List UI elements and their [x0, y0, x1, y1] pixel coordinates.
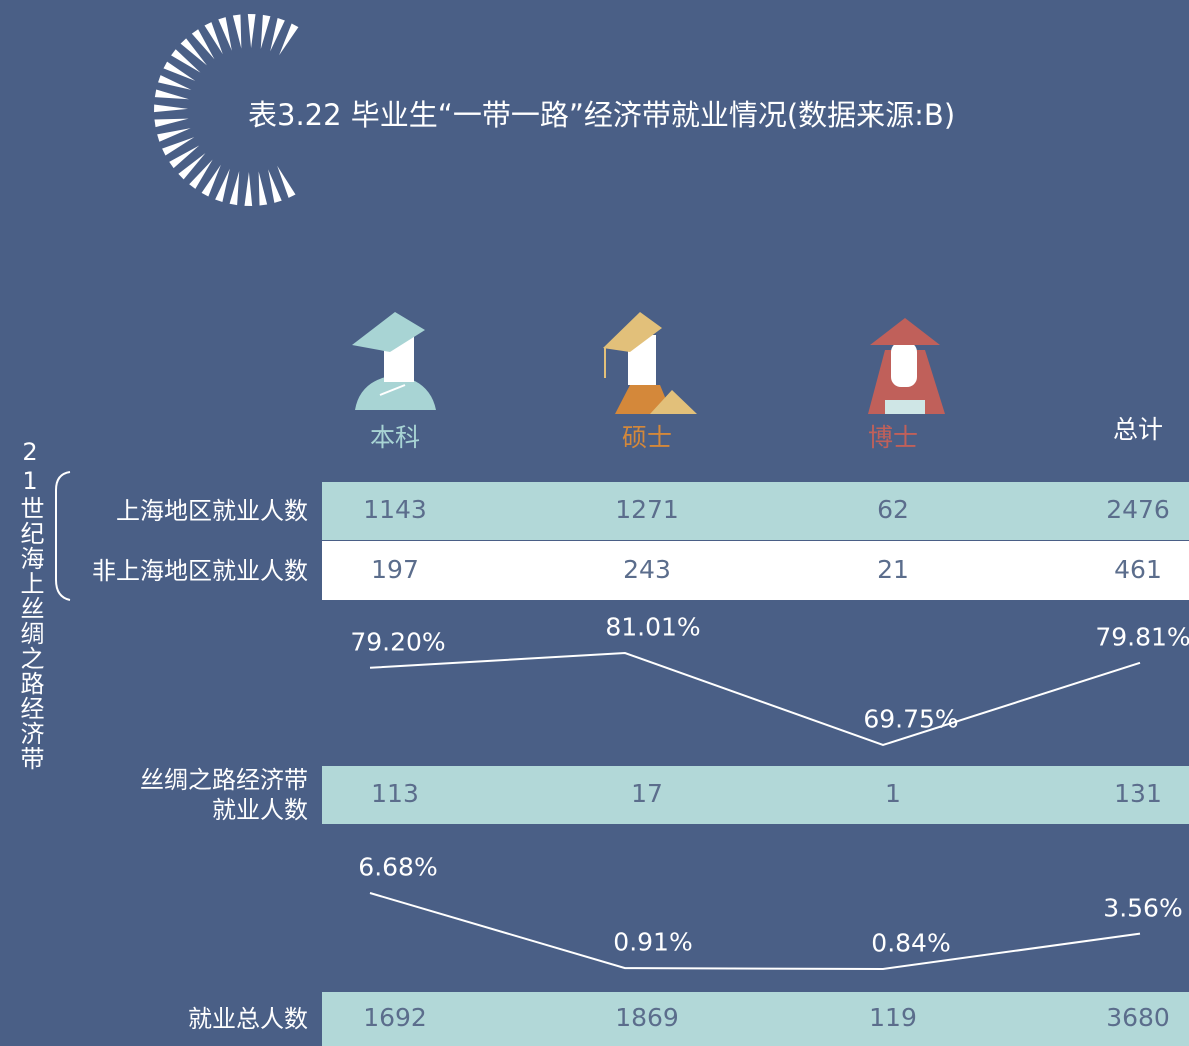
cell: 461 [1114, 555, 1162, 584]
value-label: 0.91% [613, 928, 692, 957]
ray [277, 166, 295, 198]
ray [259, 171, 268, 205]
column-header: 本科 [370, 418, 420, 454]
value-label: 79.81% [1095, 622, 1189, 651]
ray [155, 90, 189, 100]
cell: 1271 [615, 495, 679, 524]
icon-bachelor [352, 312, 436, 410]
ray [244, 172, 252, 206]
cell: 119 [869, 1003, 917, 1032]
cell: 21 [877, 555, 909, 584]
cell: 131 [1114, 779, 1162, 808]
cell: 2476 [1106, 495, 1170, 524]
row-label: 非上海地区就业人数 [8, 556, 308, 586]
row-band [322, 541, 1189, 600]
cell: 1869 [615, 1003, 679, 1032]
ray [230, 171, 240, 205]
column-header: 博士 [868, 418, 918, 454]
row-label: 丝绸之路经济带就业人数 [118, 765, 308, 825]
icon-master [603, 312, 697, 414]
ray [218, 17, 232, 51]
ray [157, 128, 191, 142]
cell: 1143 [363, 495, 427, 524]
cell: 113 [371, 779, 419, 808]
column-header: 硕士 [622, 418, 672, 454]
row-label: 就业总人数 [8, 1004, 308, 1034]
value-label: 69.75% [863, 705, 958, 734]
row-band [322, 992, 1189, 1046]
row-band [322, 766, 1189, 824]
ray [154, 119, 188, 128]
line [370, 653, 1140, 745]
ray [279, 24, 298, 56]
cell: 1692 [363, 1003, 427, 1032]
cell: 3680 [1106, 1003, 1170, 1032]
page: 表3.22 毕业生“一带一路”经济带就业情况(数据来源:B) 21世纪海上丝绸之… [0, 0, 1189, 1046]
value-label: 3.56% [1103, 893, 1182, 922]
row-label: 上海地区就业人数 [8, 496, 308, 526]
ray [261, 15, 271, 49]
ray [233, 14, 242, 48]
column-header: 总计 [1113, 410, 1163, 446]
ray [268, 169, 282, 203]
value-label: 6.68% [358, 853, 437, 882]
value-label: 79.20% [350, 627, 445, 656]
cell: 17 [631, 779, 663, 808]
cell: 1 [885, 779, 901, 808]
icon-doctor [868, 318, 945, 414]
ray [248, 14, 256, 48]
ray [154, 104, 188, 112]
value-label: 0.84% [871, 929, 950, 958]
cell: 197 [371, 555, 419, 584]
title: 表3.22 毕业生“一带一路”经济带就业情况(数据来源:B) [248, 92, 955, 134]
cell: 243 [623, 555, 671, 584]
cell: 62 [877, 495, 909, 524]
side-label: 21世纪海上丝绸之路经济带 [18, 438, 48, 771]
line [370, 893, 1140, 969]
row-band [322, 482, 1189, 540]
value-label: 81.01% [605, 613, 700, 642]
